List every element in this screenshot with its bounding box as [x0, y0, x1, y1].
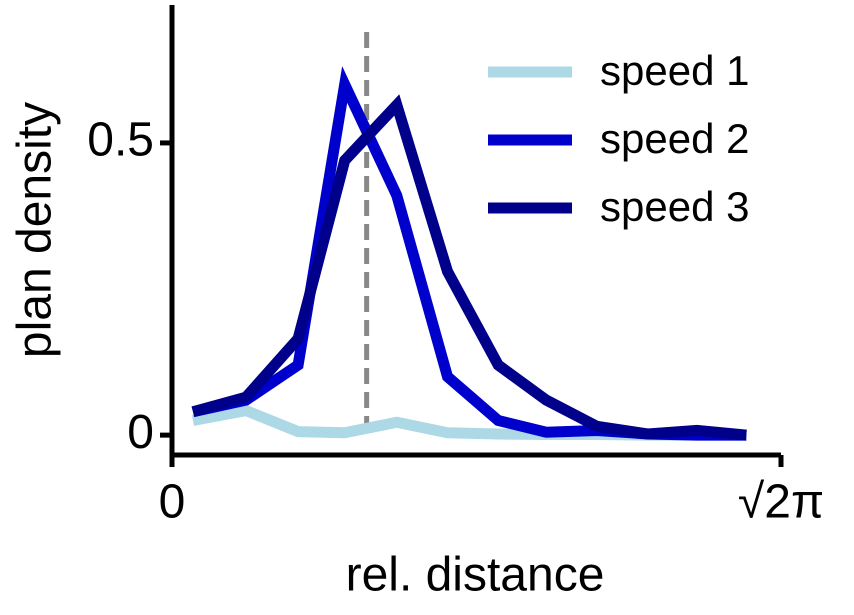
legend-label: speed 1 — [600, 47, 749, 94]
y-tick-label: 0 — [127, 406, 154, 459]
x-axis-label: rel. distance — [346, 549, 605, 602]
legend-label: speed 2 — [600, 115, 749, 162]
x-tick-label: √2π — [738, 476, 824, 529]
y-tick-label: 0.5 — [87, 114, 154, 167]
series-line — [191, 94, 747, 441]
y-axis-label: plan density — [9, 102, 62, 358]
legend-label: speed 3 — [600, 183, 749, 230]
x-tick-label: 0 — [159, 476, 186, 529]
